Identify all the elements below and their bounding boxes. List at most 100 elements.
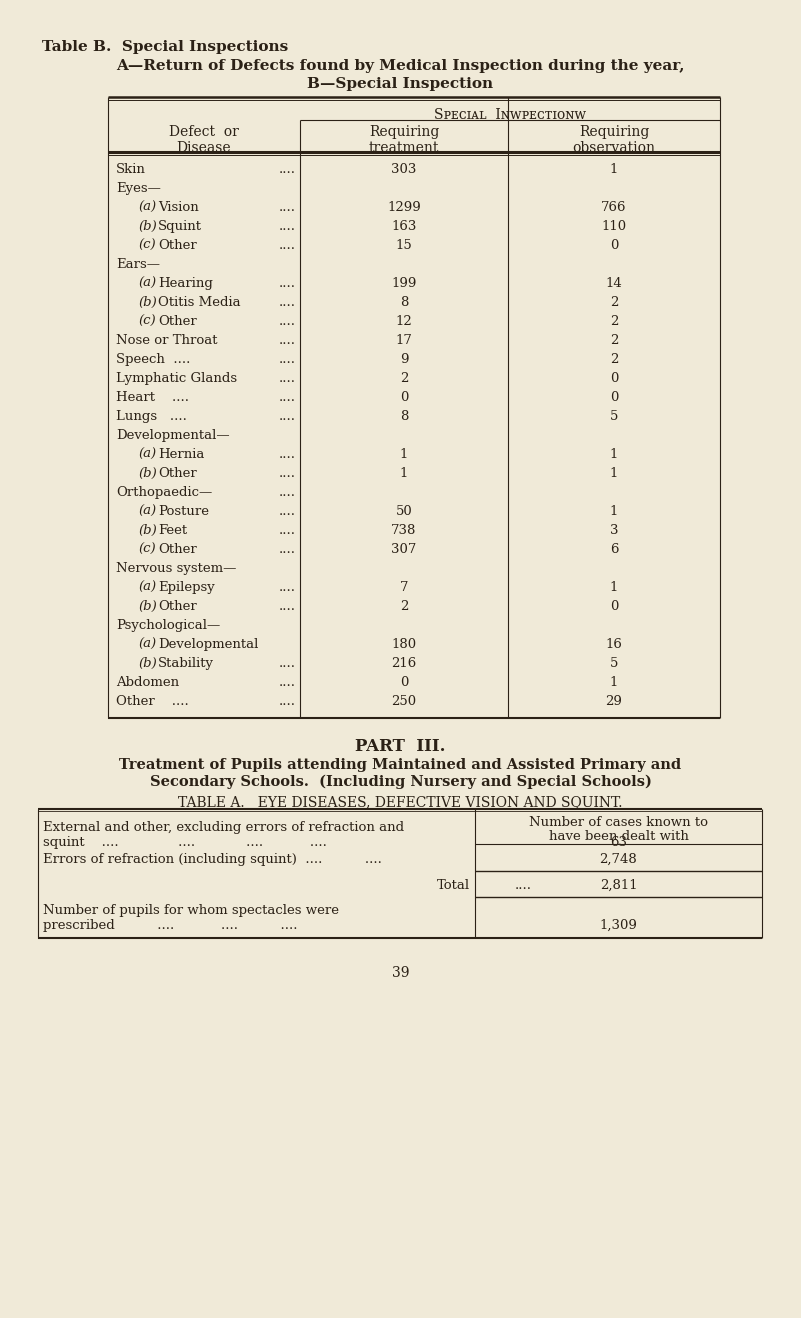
Text: 1: 1 <box>610 505 618 518</box>
Text: ....: .... <box>279 676 296 689</box>
Text: have been dealt with: have been dealt with <box>549 830 688 844</box>
Text: 1: 1 <box>610 581 618 594</box>
Text: ....: .... <box>279 695 296 708</box>
Text: 199: 199 <box>392 277 417 290</box>
Text: 2,811: 2,811 <box>600 879 638 892</box>
Text: 0: 0 <box>400 676 409 689</box>
Text: 2: 2 <box>610 315 618 328</box>
Text: (b): (b) <box>138 600 157 613</box>
Text: 1: 1 <box>610 163 618 177</box>
Text: (b): (b) <box>138 525 157 536</box>
Text: (a): (a) <box>138 448 156 461</box>
Text: 12: 12 <box>396 315 413 328</box>
Text: 163: 163 <box>392 220 417 233</box>
Text: (b): (b) <box>138 467 157 480</box>
Text: 7: 7 <box>400 581 409 594</box>
Text: Requiring
treatment: Requiring treatment <box>368 125 439 156</box>
Text: Defect  or
Disease: Defect or Disease <box>169 125 239 156</box>
Text: Psychological—: Psychological— <box>116 619 220 633</box>
Text: Requiring
observation: Requiring observation <box>573 125 655 156</box>
Text: Hearing: Hearing <box>158 277 213 290</box>
Text: Other: Other <box>158 315 197 328</box>
Text: ....: .... <box>279 239 296 252</box>
Text: 1: 1 <box>400 467 409 480</box>
Text: ....: .... <box>515 879 532 892</box>
Text: Posture: Posture <box>158 505 209 518</box>
Text: Other: Other <box>158 543 197 556</box>
Text: (a): (a) <box>138 277 156 290</box>
Text: ....: .... <box>279 505 296 518</box>
Text: ....: .... <box>279 448 296 461</box>
Text: ....: .... <box>279 467 296 480</box>
Text: (a): (a) <box>138 202 156 214</box>
Text: 9: 9 <box>400 353 409 366</box>
Text: 2: 2 <box>610 333 618 347</box>
Text: Other: Other <box>158 467 197 480</box>
Text: 1: 1 <box>610 467 618 480</box>
Text: Speech  ....: Speech .... <box>116 353 191 366</box>
Text: ....: .... <box>279 202 296 214</box>
Text: ....: .... <box>279 543 296 556</box>
Text: 5: 5 <box>610 656 618 670</box>
Text: 0: 0 <box>610 391 618 405</box>
Text: Vision: Vision <box>158 202 199 214</box>
Text: 180: 180 <box>392 638 417 651</box>
Text: 0: 0 <box>610 600 618 613</box>
Text: 39: 39 <box>392 966 409 981</box>
Text: Total: Total <box>437 879 470 892</box>
Text: Nose or Throat: Nose or Throat <box>116 333 218 347</box>
Text: Hernia: Hernia <box>158 448 204 461</box>
Text: Secondary Schools.  (Including Nursery and Special Schools): Secondary Schools. (Including Nursery an… <box>150 775 651 789</box>
Text: ....: .... <box>279 297 296 308</box>
Text: Number of pupils for whom spectacles were: Number of pupils for whom spectacles wer… <box>43 904 339 917</box>
Text: ....: .... <box>279 333 296 347</box>
Text: TABLE A.   EYE DISEASES, DEFECTIVE VISION AND SQUINT.: TABLE A. EYE DISEASES, DEFECTIVE VISION … <box>179 795 622 809</box>
Text: 3: 3 <box>610 525 618 536</box>
Text: (b): (b) <box>138 220 157 233</box>
Text: (b): (b) <box>138 656 157 670</box>
Text: 303: 303 <box>392 163 417 177</box>
Text: (c): (c) <box>138 239 155 252</box>
Text: ....: .... <box>279 163 296 177</box>
Text: ....: .... <box>279 277 296 290</box>
Text: (a): (a) <box>138 638 156 651</box>
Text: squint    ....              ....            ....           ....: squint .... .... .... .... <box>43 836 327 849</box>
Text: 8: 8 <box>400 297 409 308</box>
Text: Stability: Stability <box>158 656 214 670</box>
Text: 0: 0 <box>610 239 618 252</box>
Text: 2: 2 <box>610 297 618 308</box>
Text: 17: 17 <box>396 333 413 347</box>
Text: 0: 0 <box>610 372 618 385</box>
Text: Developmental—: Developmental— <box>116 428 230 442</box>
Text: ....: .... <box>279 486 296 500</box>
Text: ....: .... <box>279 581 296 594</box>
Text: Number of cases known to: Number of cases known to <box>529 816 708 829</box>
Text: prescribed          ....           ....          ....: prescribed .... .... .... <box>43 919 297 932</box>
Text: 63: 63 <box>610 836 627 849</box>
Text: Heart    ....: Heart .... <box>116 391 189 405</box>
Text: 15: 15 <box>396 239 413 252</box>
Text: 307: 307 <box>392 543 417 556</box>
Text: 766: 766 <box>602 202 626 214</box>
Text: 29: 29 <box>606 695 622 708</box>
Text: (c): (c) <box>138 543 155 556</box>
Text: 1,309: 1,309 <box>600 919 638 932</box>
Text: ....: .... <box>279 656 296 670</box>
Text: Skin: Skin <box>116 163 146 177</box>
Text: Otitis Media: Otitis Media <box>158 297 240 308</box>
Text: 50: 50 <box>396 505 413 518</box>
Text: Table B.  Special Inspections: Table B. Special Inspections <box>42 40 288 54</box>
Text: 6: 6 <box>610 543 618 556</box>
Text: A—Return of Defects found by Medical Inspection during the year,: A—Return of Defects found by Medical Ins… <box>116 59 685 72</box>
Text: 110: 110 <box>602 220 626 233</box>
Text: Eyes—: Eyes— <box>116 182 161 195</box>
Text: Ears—: Ears— <box>116 258 160 272</box>
Text: Feet: Feet <box>158 525 187 536</box>
Text: Treatment of Pupils attending Maintained and Assisted Primary and: Treatment of Pupils attending Maintained… <box>119 758 682 772</box>
Text: Other: Other <box>158 239 197 252</box>
Text: 1: 1 <box>400 448 409 461</box>
Text: B—Special Inspection: B—Special Inspection <box>308 76 493 91</box>
Text: ....: .... <box>279 525 296 536</box>
Text: 2: 2 <box>400 372 409 385</box>
Text: Nervous system—: Nervous system— <box>116 561 236 575</box>
